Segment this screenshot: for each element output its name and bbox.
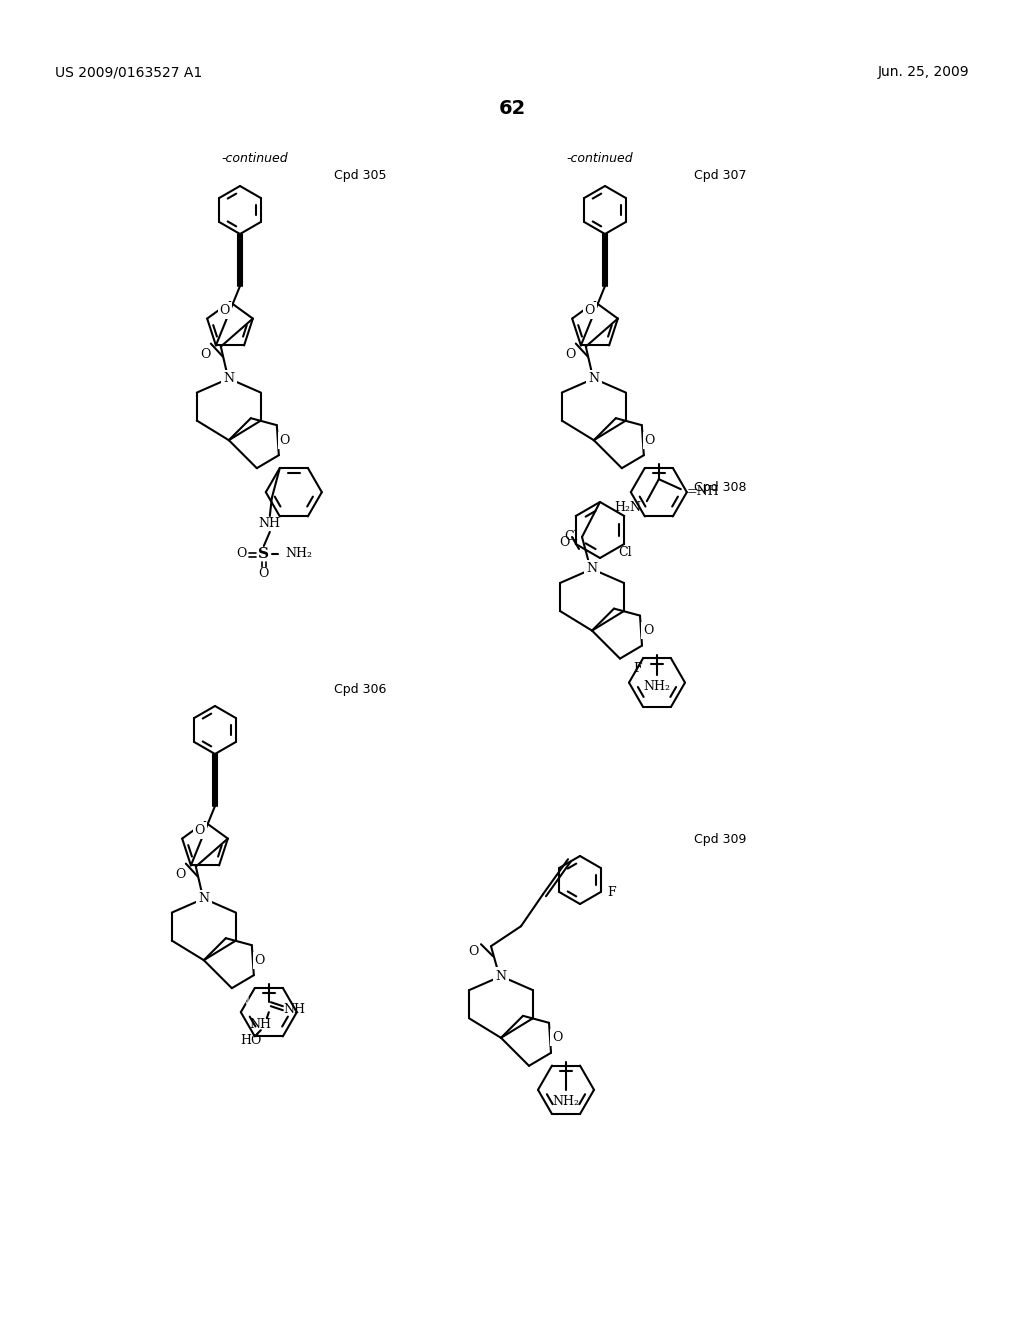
Text: US 2009/0163527 A1: US 2009/0163527 A1 bbox=[55, 65, 203, 79]
Text: NH: NH bbox=[259, 517, 281, 531]
Text: O: O bbox=[645, 434, 655, 446]
Text: O: O bbox=[259, 568, 269, 581]
Text: O: O bbox=[468, 945, 478, 958]
Text: N: N bbox=[223, 372, 234, 385]
Text: NH: NH bbox=[250, 1018, 271, 1031]
Text: O: O bbox=[255, 953, 265, 966]
Text: H₂N: H₂N bbox=[613, 500, 641, 513]
Text: O: O bbox=[237, 548, 247, 561]
Text: NH₂: NH₂ bbox=[643, 680, 671, 693]
Text: NH: NH bbox=[284, 1003, 306, 1015]
Text: -continued: -continued bbox=[566, 152, 633, 165]
Text: N: N bbox=[589, 372, 599, 385]
Text: O: O bbox=[176, 869, 186, 880]
Text: 62: 62 bbox=[499, 99, 525, 117]
Text: F: F bbox=[634, 661, 642, 675]
Text: Cpd 307: Cpd 307 bbox=[693, 169, 746, 181]
Text: O: O bbox=[201, 348, 211, 362]
Text: O: O bbox=[585, 304, 595, 317]
Text: HO: HO bbox=[241, 1034, 261, 1047]
Text: Jun. 25, 2009: Jun. 25, 2009 bbox=[878, 65, 969, 79]
Text: O: O bbox=[219, 304, 229, 317]
Text: N: N bbox=[496, 970, 507, 982]
Text: O: O bbox=[195, 824, 205, 837]
Text: N: N bbox=[587, 562, 597, 576]
Text: =NH: =NH bbox=[687, 484, 720, 498]
Text: F: F bbox=[607, 886, 615, 899]
Text: NH₂: NH₂ bbox=[286, 548, 312, 561]
Text: O: O bbox=[643, 624, 653, 638]
Text: O: O bbox=[280, 434, 290, 446]
Text: NH₂: NH₂ bbox=[553, 1096, 580, 1109]
Text: O: O bbox=[565, 348, 577, 362]
Text: Cpd 305: Cpd 305 bbox=[334, 169, 386, 181]
Text: Cpd 309: Cpd 309 bbox=[694, 833, 746, 846]
Text: Cpd 308: Cpd 308 bbox=[693, 482, 746, 495]
Text: Cl: Cl bbox=[618, 546, 632, 560]
Text: S: S bbox=[258, 546, 269, 561]
Text: Cpd 306: Cpd 306 bbox=[334, 684, 386, 697]
Text: N: N bbox=[199, 892, 209, 906]
Text: Cl: Cl bbox=[564, 529, 578, 543]
Text: O: O bbox=[552, 1031, 562, 1044]
Text: O: O bbox=[559, 536, 569, 549]
Text: INN: INN bbox=[239, 997, 259, 1007]
Text: -continued: -continued bbox=[221, 152, 289, 165]
